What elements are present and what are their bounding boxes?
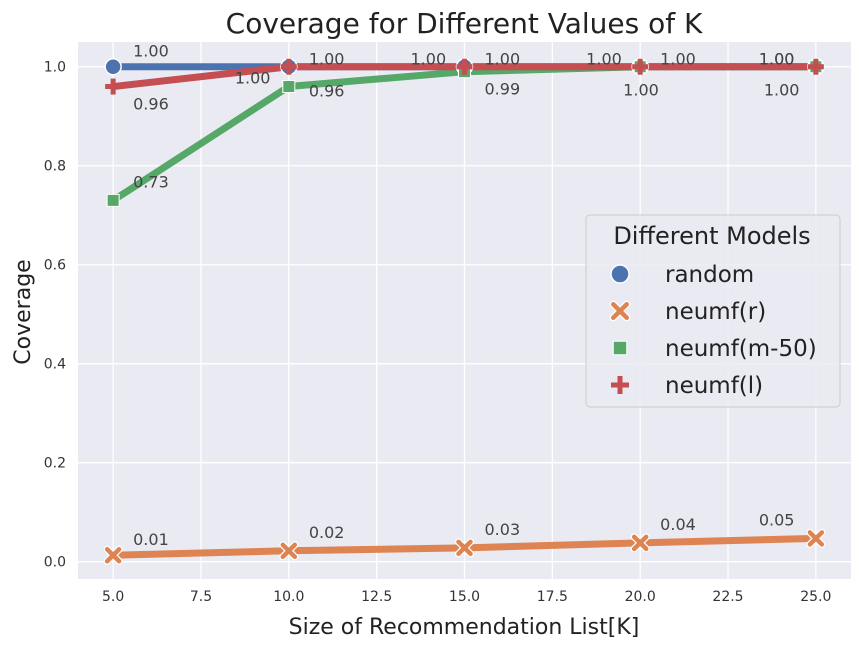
data-label: 1.00 xyxy=(623,81,659,100)
y-axis-label: Coverage xyxy=(11,259,36,364)
data-label: 1.00 xyxy=(411,50,447,69)
x-tick-label: 22.5 xyxy=(712,589,743,605)
point-marker xyxy=(632,58,649,75)
data-label: 1.00 xyxy=(133,42,169,61)
marker-stroke xyxy=(280,542,298,560)
legend-title: Different Models xyxy=(613,222,810,250)
legend-marker xyxy=(611,376,629,394)
data-label: 1.00 xyxy=(759,50,795,69)
data-label: 1.00 xyxy=(485,50,521,69)
data-label: 1.00 xyxy=(309,50,345,69)
data-label: 1.00 xyxy=(660,50,696,69)
point-marker xyxy=(106,193,120,207)
marker-stroke xyxy=(631,534,649,552)
data-label: 0.01 xyxy=(133,530,169,549)
point-marker xyxy=(279,541,299,561)
legend-label: neumf(m-50) xyxy=(665,336,817,362)
legend-label: neumf(l) xyxy=(665,373,763,399)
marker-stroke xyxy=(611,302,629,320)
point-marker xyxy=(103,545,123,565)
x-tick-label: 17.5 xyxy=(537,589,568,605)
data-label: 0.96 xyxy=(133,95,169,114)
point-marker xyxy=(807,58,824,75)
data-label: 1.00 xyxy=(235,69,271,88)
legend-items: random neumf(r) neumf(m-50) neumf(l) xyxy=(609,262,817,399)
x-tick-labels: 5.0 7.5 10.0 12.5 15.0 17.5 20.0 22.5 25.0 xyxy=(102,589,831,605)
data-label: 0.05 xyxy=(759,510,795,529)
x-tick-label: 20.0 xyxy=(625,589,656,605)
point-marker xyxy=(282,80,296,94)
x-tick-label: 7.5 xyxy=(190,589,212,605)
point-marker xyxy=(280,58,297,75)
data-label: 0.04 xyxy=(660,515,696,534)
marker-stroke xyxy=(807,530,825,547)
x-tick-label: 12.5 xyxy=(361,589,392,605)
point-marker xyxy=(455,538,474,558)
point-marker xyxy=(630,533,650,553)
y-tick-label: 0.0 xyxy=(44,555,66,571)
x-axis-label: Size of Recommendation List[K] xyxy=(289,615,640,640)
y-tick-labels: 0.0 0.2 0.4 0.6 0.8 1.0 xyxy=(44,60,66,571)
y-tick-label: 0.8 xyxy=(44,159,66,175)
marker-stroke xyxy=(104,546,122,564)
x-tick-label: 25.0 xyxy=(800,589,831,605)
legend-marker xyxy=(612,340,628,356)
series-markers xyxy=(103,57,826,565)
data-label: 1.00 xyxy=(586,50,622,69)
legend-marker xyxy=(609,300,631,322)
legend: Different Models random neumf(r) neumf(m-5… xyxy=(585,214,841,408)
point-marker xyxy=(105,78,122,95)
y-tick-label: 0.4 xyxy=(44,357,66,373)
point-marker xyxy=(456,58,473,75)
legend-box xyxy=(585,214,841,408)
y-tick-label: 0.2 xyxy=(44,456,66,472)
x-tick-label: 15.0 xyxy=(449,589,480,605)
data-label: 1.00 xyxy=(764,81,800,100)
point-marker xyxy=(104,57,122,76)
legend-label: neumf(r) xyxy=(665,299,766,325)
data-label: 0.03 xyxy=(485,520,521,539)
data-label: 0.73 xyxy=(133,172,169,191)
point-marker xyxy=(806,528,826,548)
data-label: 0.96 xyxy=(309,82,345,101)
y-tick-label: 0.6 xyxy=(44,258,66,274)
legend-marker xyxy=(610,264,630,284)
data-label: 0.02 xyxy=(309,523,345,542)
y-tick-label: 1.0 xyxy=(44,60,66,76)
x-tick-label: 10.0 xyxy=(273,589,304,605)
data-labels: 1.00 1.00 1.00 1.00 1.000.01 0.02 0.03 0.04 0.05… xyxy=(133,42,799,549)
data-label: 1.00 xyxy=(759,50,795,69)
data-label: 0.99 xyxy=(485,80,521,99)
chart-title: Coverage for Different Values of K xyxy=(226,7,703,40)
marker-stroke xyxy=(456,539,473,557)
legend-label: random xyxy=(665,262,754,288)
x-tick-label: 5.0 xyxy=(102,589,124,605)
